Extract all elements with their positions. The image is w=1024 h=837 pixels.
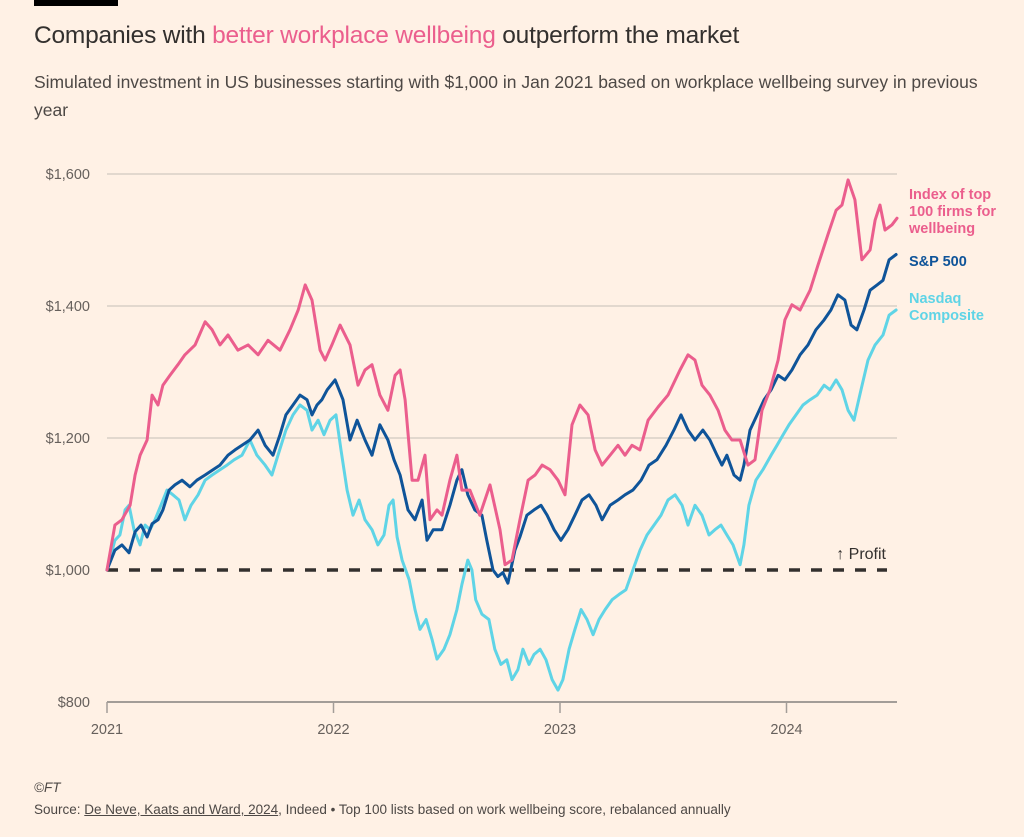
x-axis: 2021 2022 2023 2024 [91, 701, 897, 738]
series-label-nasdaq-composite: Nasdaq Composite [909, 291, 984, 324]
profit-reference: ↑ Profit [107, 546, 887, 572]
ft-brand-bar [34, 0, 118, 6]
chart-subtitle: Simulated investment in US businesses st… [34, 72, 978, 120]
x-tick-label: 2024 [770, 722, 802, 738]
y-tick-label: $1,600 [46, 167, 90, 183]
series-label-s-p-500: S&P 500 [909, 254, 967, 270]
series-line-index-of-top-100-firms-for-wellbeing [105, 178, 899, 572]
chart-title: Companies with better workplace wellbein… [34, 22, 739, 50]
title-part-2: outperform the market [495, 22, 740, 49]
series-label-line: Composite [909, 308, 984, 324]
profit-label: ↑ Profit [836, 546, 886, 563]
title-highlight: better workplace wellbeing [212, 22, 496, 49]
series-label-line: Nasdaq [909, 291, 961, 307]
grid-lines [107, 173, 897, 439]
series-lines [105, 178, 899, 692]
y-tick-label: $800 [58, 695, 90, 711]
series-label-line: 100 firms for [909, 204, 996, 220]
y-tick-label: $1,000 [46, 563, 90, 579]
series-line-s-p-500 [105, 253, 898, 585]
source-suffix: , Indeed • Top 100 lists based on work w… [278, 802, 731, 817]
source-prefix: Source: [34, 802, 85, 817]
x-tick-label: 2022 [317, 722, 349, 738]
y-tick-label: $1,200 [46, 431, 90, 447]
x-tick-label: 2023 [544, 722, 576, 738]
series-label-line: wellbeing [908, 221, 975, 237]
series-label-index-of-top-100-firms-for-wellbeing: Index of top 100 firms for wellbeing [908, 187, 996, 237]
ft-copyright: ©FT [34, 780, 61, 795]
series-label-line: Index of top [909, 187, 991, 203]
title-part-1: Companies with [34, 22, 213, 49]
y-tick-label: $1,400 [46, 299, 90, 315]
x-tick-label: 2021 [91, 722, 123, 738]
series-label-line: S&P 500 [909, 254, 967, 270]
series-line-nasdaq-composite [105, 308, 898, 692]
source-link[interactable]: De Neve, Kaats and Ward, 2024 [84, 802, 279, 817]
y-axis-ticks: $800 $1,000 $1,200 $1,400 $1,600 [46, 167, 90, 711]
series-labels: Index of top 100 firms for wellbeing S&P 50… [908, 187, 996, 324]
source-note: Source: De Neve, Kaats and Ward, 2024, I… [34, 802, 731, 817]
